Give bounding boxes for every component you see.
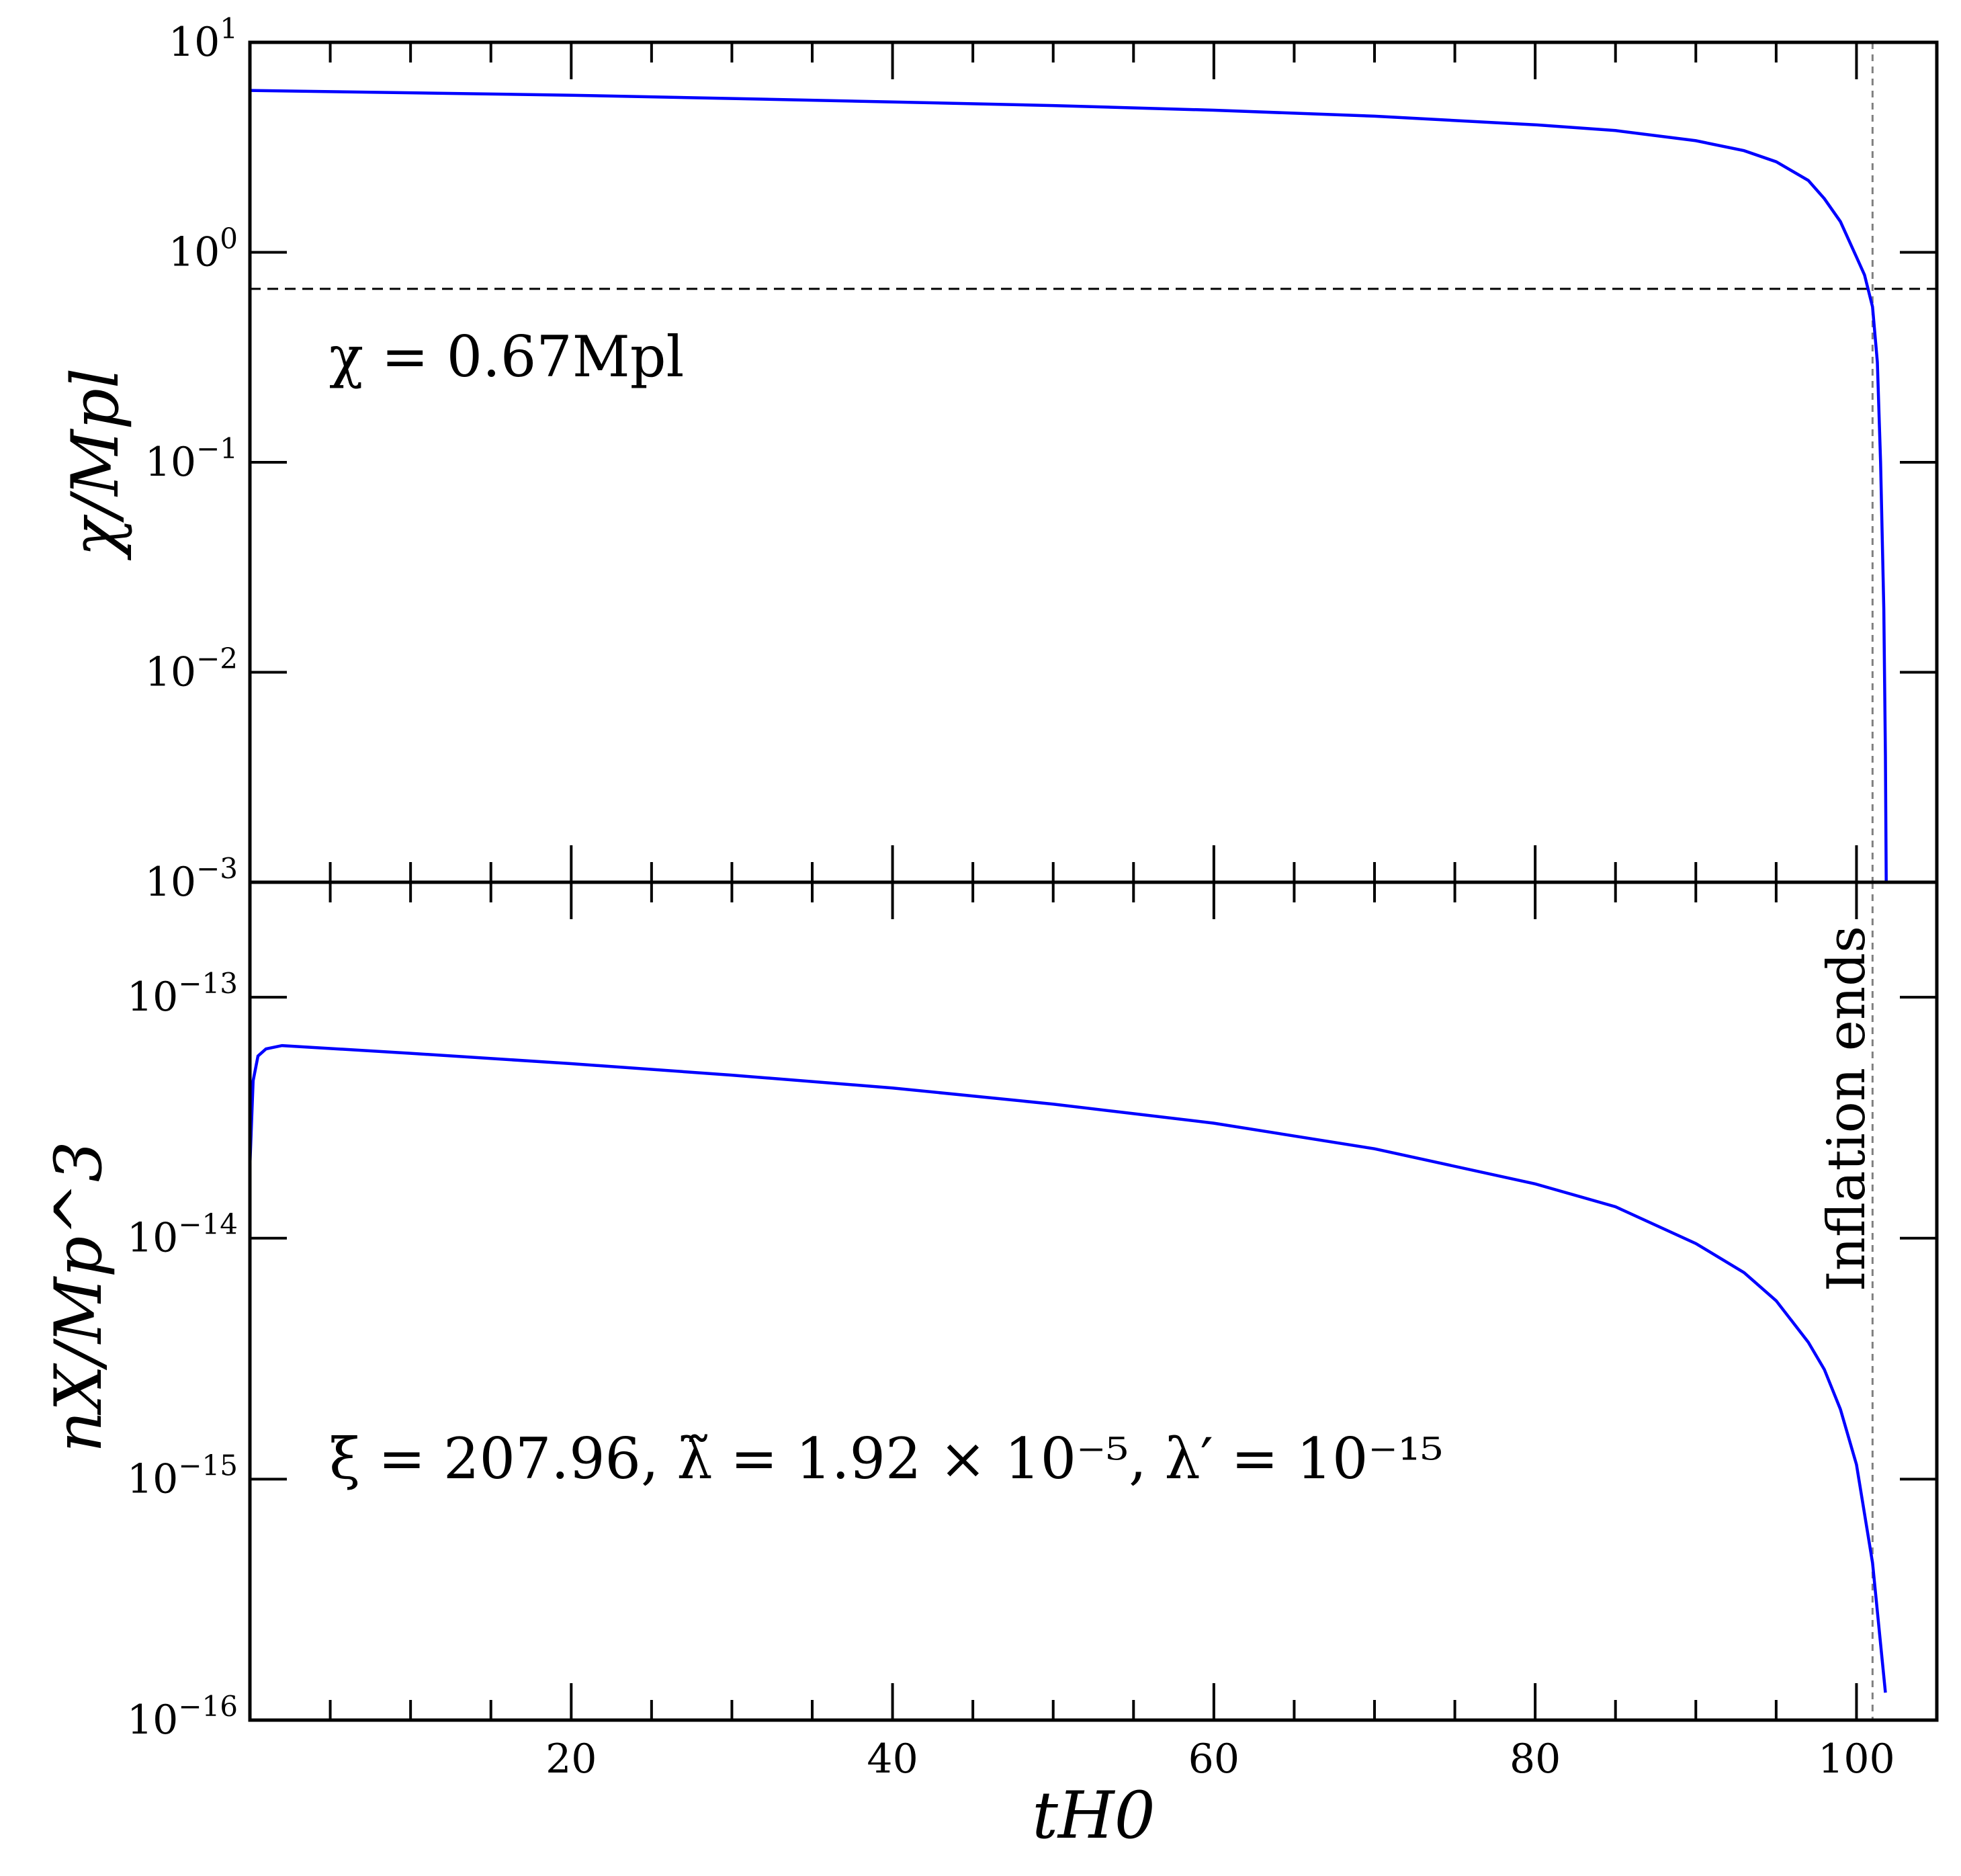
bottom-x-ticks: 20 40 60 80 100 [329,882,1895,1783]
nx-series-line [250,1043,1887,1693]
x-axis-title: tH0 [1032,1778,1155,1853]
x-tick-label: 80 [1510,1736,1561,1783]
top-y-axis-title: χ/Mpl [58,368,133,561]
top-ytick-label: 100 [169,222,238,276]
inflation-end-label: Inflation ends [1817,926,1877,1291]
top-ytick-label: 101 [169,12,238,66]
x-tick-label: 100 [1818,1736,1895,1783]
bottom-ytick-label: 10−13 [127,967,238,1021]
top-y-ticks: 101 100 10−1 10−2 10−3 [145,12,1937,906]
bottom-y-ticks: 10−13 10−14 10−15 10−16 [127,967,1937,1744]
top-ytick-label: 10−2 [145,642,238,696]
hline-annotation: χ = 0.67Mpl [329,324,684,390]
bottom-ytick-label: 10−15 [127,1449,238,1502]
bottom-ytick-label: 10−14 [127,1208,238,1262]
x-tick-label: 20 [546,1736,597,1783]
top-x-ticks [329,42,1858,882]
parameter-annotation: ξ = 207.96, λ̃ = 1.92 × 10⁻⁵, λ′ = 10⁻¹⁵ [329,1426,1443,1492]
x-tick-label: 60 [1188,1736,1239,1783]
bottom-panel-frame [248,880,1939,1722]
bottom-panel: 10−13 10−14 10−15 10−16 20 40 60 80 100 ξ = 207… [41,880,1939,1783]
chi-series-line [250,89,1888,882]
bottom-ytick-label: 10−16 [127,1690,238,1744]
top-panel: 101 100 10−1 10−2 10−3 χ = 0.67Mpl χ/Mpl [58,12,1939,906]
bottom-y-axis-title: nX/Mp^3 [41,1141,116,1453]
top-ytick-label: 10−1 [145,432,238,486]
x-tick-label: 40 [867,1736,918,1783]
top-ytick-label: 10−3 [145,852,238,906]
